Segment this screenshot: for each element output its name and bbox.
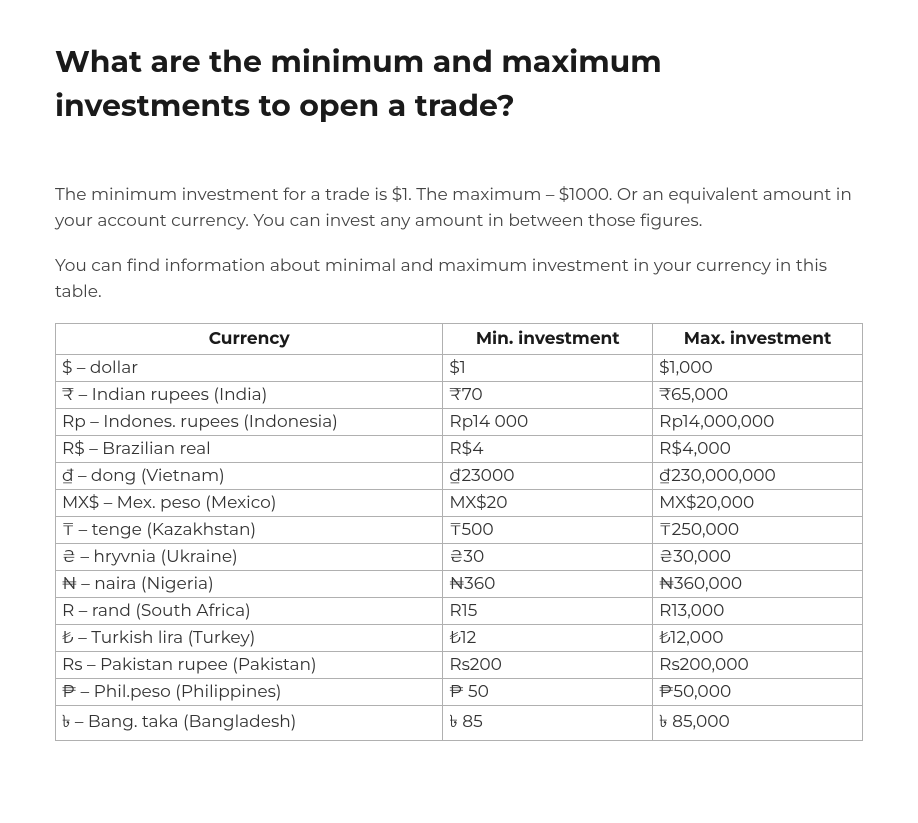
cell-max: $1,000: [653, 355, 863, 382]
cell-min: ₹70: [443, 382, 653, 409]
cell-min: ₦360: [443, 571, 653, 598]
cell-max: ₸250,000: [653, 517, 863, 544]
cell-currency: R$ – Brazilian real: [56, 436, 443, 463]
cell-min: ₸500: [443, 517, 653, 544]
intro-paragraph-1: The minimum investment for a trade is $1…: [55, 182, 863, 235]
col-header-max: Max. investment: [653, 324, 863, 355]
intro-paragraph-2: You can find information about minimal a…: [55, 253, 863, 306]
table-header-row: Currency Min. investment Max. investment: [56, 324, 863, 355]
table-row: ₸ – tenge (Kazakhstan)₸500₸250,000: [56, 517, 863, 544]
table-row: ₱ – Phil.peso (Philippines)₱ 50₱50,000: [56, 679, 863, 706]
table-row: ₺ – Turkish lira (Turkey)₺12₺12,000: [56, 625, 863, 652]
cell-max: R$4,000: [653, 436, 863, 463]
cell-currency: $ – dollar: [56, 355, 443, 382]
cell-max: ₦360,000: [653, 571, 863, 598]
cell-min: ₱ 50: [443, 679, 653, 706]
table-row: R$ – Brazilian realR$4R$4,000: [56, 436, 863, 463]
cell-max: ₱50,000: [653, 679, 863, 706]
table-row: ₹ – Indian rupees (India)₹70₹65,000: [56, 382, 863, 409]
cell-min: ₫23000: [443, 463, 653, 490]
cell-max: ₫230,000,000: [653, 463, 863, 490]
cell-currency: Rp – Indones. rupees (Indonesia): [56, 409, 443, 436]
cell-max: R13,000: [653, 598, 863, 625]
page-heading: What are the minimum and maximum investm…: [55, 40, 863, 127]
table-row: ₴ – hryvnia (Ukraine)₴30₴30,000: [56, 544, 863, 571]
cell-currency: ₺ – Turkish lira (Turkey): [56, 625, 443, 652]
col-header-min: Min. investment: [443, 324, 653, 355]
cell-currency: R – rand (South Africa): [56, 598, 443, 625]
cell-currency: ₦ – naira (Nigeria): [56, 571, 443, 598]
cell-min: Rs200: [443, 652, 653, 679]
cell-max: ₺12,000: [653, 625, 863, 652]
table-row: Rs – Pakistan rupee (Pakistan)Rs200Rs200…: [56, 652, 863, 679]
cell-min: Rp14 000: [443, 409, 653, 436]
cell-min: R$4: [443, 436, 653, 463]
table-row: R – rand (South Africa)R15R13,000: [56, 598, 863, 625]
investment-table: Currency Min. investment Max. investment…: [55, 323, 863, 741]
cell-max: Rp14,000,000: [653, 409, 863, 436]
cell-currency: ₴ – hryvnia (Ukraine): [56, 544, 443, 571]
cell-min: ₴30: [443, 544, 653, 571]
table-row: MX$ – Mex. peso (Mexico)MX$20MX$20,000: [56, 490, 863, 517]
table-row: ₫ – dong (Vietnam)₫23000₫230,000,000: [56, 463, 863, 490]
cell-currency: Rs – Pakistan rupee (Pakistan): [56, 652, 443, 679]
cell-min: ৳ 85: [443, 706, 653, 741]
cell-max: ৳ 85,000: [653, 706, 863, 741]
cell-max: ₴30,000: [653, 544, 863, 571]
table-row: Rp – Indones. rupees (Indonesia)Rp14 000…: [56, 409, 863, 436]
cell-currency: ₱ – Phil.peso (Philippines): [56, 679, 443, 706]
cell-currency: ৳ – Bang. taka (Bangladesh): [56, 706, 443, 741]
cell-min: R15: [443, 598, 653, 625]
cell-max: Rs200,000: [653, 652, 863, 679]
cell-min: $1: [443, 355, 653, 382]
cell-currency: ₫ – dong (Vietnam): [56, 463, 443, 490]
cell-max: ₹65,000: [653, 382, 863, 409]
col-header-currency: Currency: [56, 324, 443, 355]
cell-min: ₺12: [443, 625, 653, 652]
cell-max: MX$20,000: [653, 490, 863, 517]
table-row: $ – dollar$1$1,000: [56, 355, 863, 382]
cell-currency: ₸ – tenge (Kazakhstan): [56, 517, 443, 544]
cell-currency: ₹ – Indian rupees (India): [56, 382, 443, 409]
table-row: ৳ – Bang. taka (Bangladesh)৳ 85৳ 85,000: [56, 706, 863, 741]
cell-min: MX$20: [443, 490, 653, 517]
table-row: ₦ – naira (Nigeria)₦360₦360,000: [56, 571, 863, 598]
cell-currency: MX$ – Mex. peso (Mexico): [56, 490, 443, 517]
